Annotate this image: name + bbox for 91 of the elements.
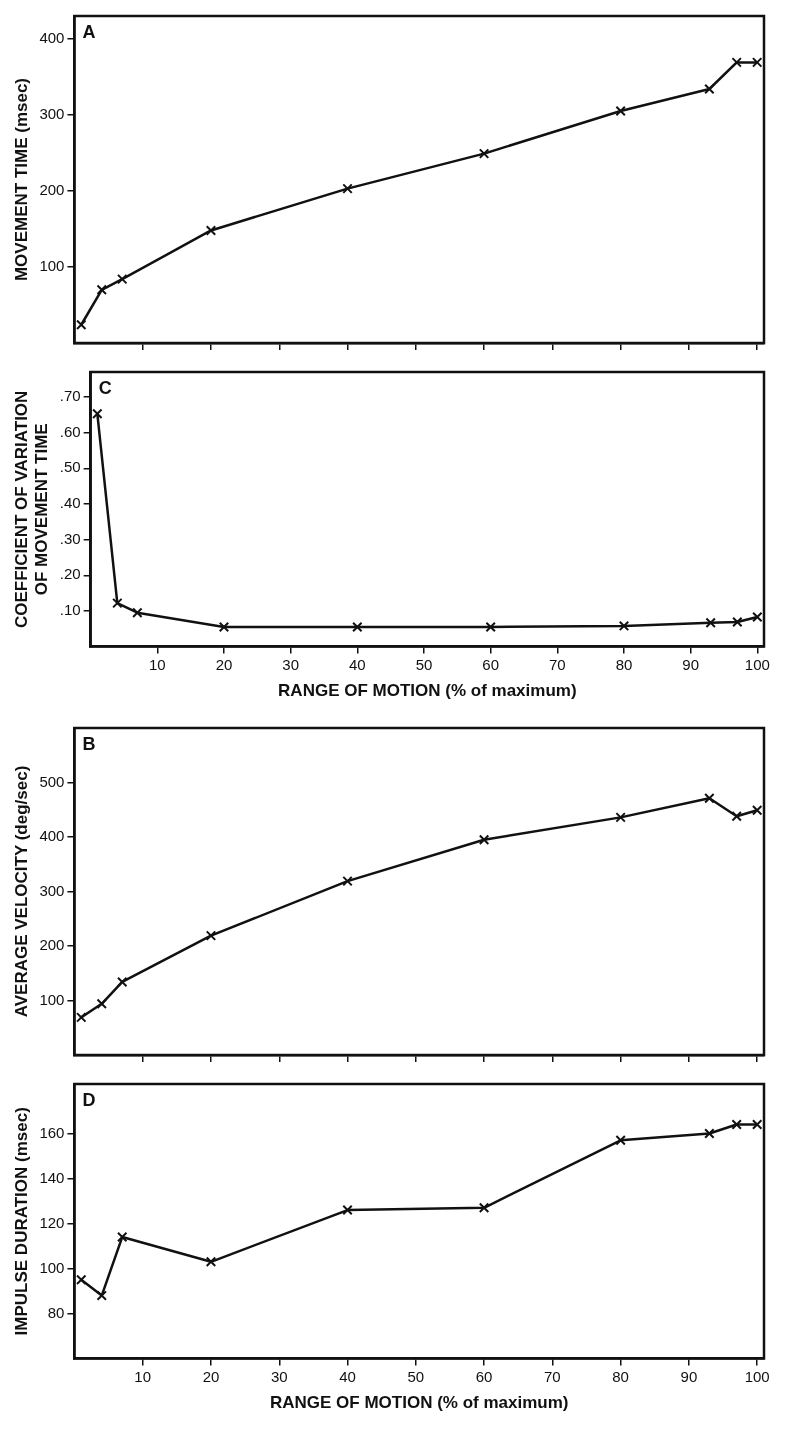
point xyxy=(76,1012,87,1023)
x-tick-label: 90 xyxy=(682,655,700,673)
point xyxy=(485,621,496,633)
x-tick-label: 60 xyxy=(482,655,499,673)
x-tick-label: 10 xyxy=(148,655,166,673)
point xyxy=(615,1135,626,1146)
point xyxy=(205,930,217,941)
y-tick-label: 100 xyxy=(39,257,65,275)
point xyxy=(218,621,230,633)
point xyxy=(615,105,626,117)
annotation: C xyxy=(98,377,112,398)
point xyxy=(205,1256,217,1268)
y-tick-label: 300 xyxy=(39,105,65,122)
point xyxy=(731,57,742,68)
point xyxy=(205,225,217,236)
annotation: D xyxy=(82,1089,96,1110)
y-tick-label: 200 xyxy=(39,181,65,199)
point xyxy=(704,83,715,95)
y-axis-title: COEFFICIENT OF VARIATION OF MOVEMENT TIME xyxy=(11,390,52,628)
x-tick-label: 40 xyxy=(339,1367,356,1385)
x-tick-label: 70 xyxy=(548,655,566,673)
y-axis-title: MOVEMENT TIME (msec) xyxy=(11,77,31,282)
point xyxy=(92,408,103,419)
x-axis-title: RANGE OF MOTION (% of maximum) xyxy=(269,1393,569,1413)
point xyxy=(342,183,353,194)
x-tick-label: 40 xyxy=(348,655,366,673)
y-axis-title: IMPULSE DURATION (msec) xyxy=(11,1107,31,1336)
annotation: A xyxy=(82,21,96,42)
point xyxy=(618,620,630,632)
point xyxy=(478,148,490,159)
point xyxy=(76,319,87,330)
y-tick-label: .40 xyxy=(59,494,81,512)
y-tick-label: 500 xyxy=(39,772,65,790)
x-tick-label: 80 xyxy=(615,655,633,673)
point xyxy=(731,811,742,822)
point xyxy=(478,1202,490,1214)
x-tick-label: 10 xyxy=(134,1367,152,1385)
point xyxy=(731,1119,742,1130)
y-tick-label: 100 xyxy=(39,990,65,1008)
point xyxy=(705,617,716,628)
point xyxy=(751,1119,763,1130)
x-axis-title: RANGE OF MOTION (% of maximum) xyxy=(278,681,577,701)
y-tick-label: .20 xyxy=(59,565,81,583)
y-tick-label: 100 xyxy=(39,1258,65,1276)
point xyxy=(132,607,143,618)
y-tick-label: 200 xyxy=(39,936,65,954)
y-tick-label: 80 xyxy=(47,1303,65,1321)
point xyxy=(96,284,107,296)
point xyxy=(752,611,763,623)
x-tick-label: 50 xyxy=(407,1367,425,1385)
point xyxy=(704,793,715,804)
y-tick-label: 140 xyxy=(39,1168,65,1186)
x-tick-label: 90 xyxy=(680,1367,698,1385)
point xyxy=(116,273,128,285)
y-tick-label: .30 xyxy=(59,529,81,547)
point xyxy=(615,812,626,823)
y-tick-label: 300 xyxy=(39,881,65,899)
point xyxy=(704,1128,715,1139)
x-tick-label: 30 xyxy=(270,1367,288,1385)
point xyxy=(478,834,490,845)
point xyxy=(96,1290,107,1301)
y-tick-label: 160 xyxy=(39,1123,65,1141)
point xyxy=(96,998,107,1010)
point xyxy=(342,875,353,887)
y-tick-label: .60 xyxy=(59,422,81,440)
x-tick-label: 60 xyxy=(475,1367,493,1385)
x-tick-label: 20 xyxy=(215,655,233,673)
y-tick-label: 400 xyxy=(39,28,65,46)
x-tick-label: 80 xyxy=(612,1367,629,1385)
point xyxy=(732,616,743,628)
y-tick-label: 120 xyxy=(39,1213,65,1231)
x-tick-label: 100 xyxy=(744,1367,770,1385)
x-tick-label: 30 xyxy=(282,655,299,673)
annotation: B xyxy=(82,733,96,754)
x-tick-label: 50 xyxy=(415,655,433,673)
x-tick-label: 70 xyxy=(544,1367,561,1385)
y-tick-label: .70 xyxy=(59,387,81,405)
point xyxy=(751,805,763,816)
x-tick-label: 20 xyxy=(202,1367,220,1385)
y-axis-title: AVERAGE VELOCITY (deg/sec) xyxy=(11,765,31,1018)
y-tick-label: .10 xyxy=(59,601,81,619)
point xyxy=(116,976,128,988)
y-tick-label: .50 xyxy=(59,458,81,476)
x-tick-label: 100 xyxy=(744,655,770,673)
y-tick-label: 400 xyxy=(39,827,65,845)
point xyxy=(342,1204,353,1216)
point xyxy=(112,597,123,609)
point xyxy=(751,57,763,68)
point xyxy=(352,621,363,633)
point xyxy=(116,1231,128,1243)
point xyxy=(76,1274,87,1286)
